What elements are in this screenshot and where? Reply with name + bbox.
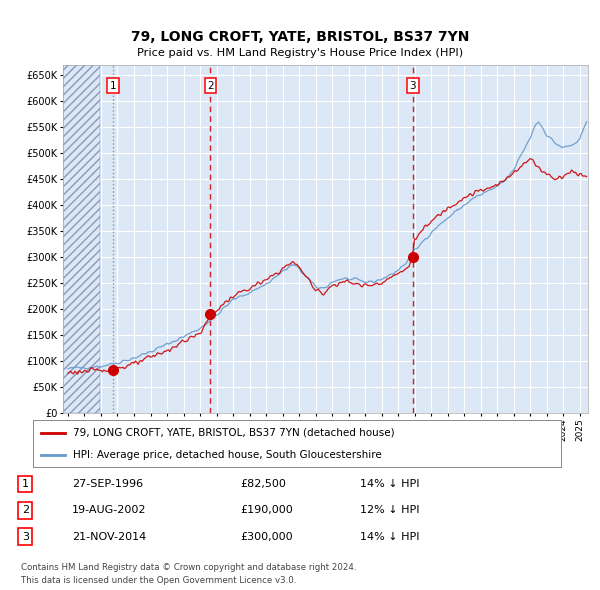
Text: 27-SEP-1996: 27-SEP-1996 <box>72 479 143 489</box>
Text: 14% ↓ HPI: 14% ↓ HPI <box>360 479 419 489</box>
Text: 21-NOV-2014: 21-NOV-2014 <box>72 532 146 542</box>
Text: 79, LONG CROFT, YATE, BRISTOL, BS37 7YN: 79, LONG CROFT, YATE, BRISTOL, BS37 7YN <box>131 30 469 44</box>
Text: 19-AUG-2002: 19-AUG-2002 <box>72 506 146 515</box>
Text: 3: 3 <box>22 532 29 542</box>
Text: 1: 1 <box>110 81 116 91</box>
Text: Contains HM Land Registry data © Crown copyright and database right 2024.: Contains HM Land Registry data © Crown c… <box>21 563 356 572</box>
Text: HPI: Average price, detached house, South Gloucestershire: HPI: Average price, detached house, Sout… <box>73 451 382 460</box>
Text: Price paid vs. HM Land Registry's House Price Index (HPI): Price paid vs. HM Land Registry's House … <box>137 48 463 58</box>
Text: 79, LONG CROFT, YATE, BRISTOL, BS37 7YN (detached house): 79, LONG CROFT, YATE, BRISTOL, BS37 7YN … <box>73 428 394 438</box>
Text: £300,000: £300,000 <box>240 532 293 542</box>
Text: 2: 2 <box>22 506 29 515</box>
Text: 1: 1 <box>22 479 29 489</box>
Text: 14% ↓ HPI: 14% ↓ HPI <box>360 532 419 542</box>
Text: This data is licensed under the Open Government Licence v3.0.: This data is licensed under the Open Gov… <box>21 576 296 585</box>
Text: 12% ↓ HPI: 12% ↓ HPI <box>360 506 419 515</box>
Text: 3: 3 <box>409 81 416 91</box>
Text: £190,000: £190,000 <box>240 506 293 515</box>
Text: £82,500: £82,500 <box>240 479 286 489</box>
Text: 2: 2 <box>207 81 214 91</box>
